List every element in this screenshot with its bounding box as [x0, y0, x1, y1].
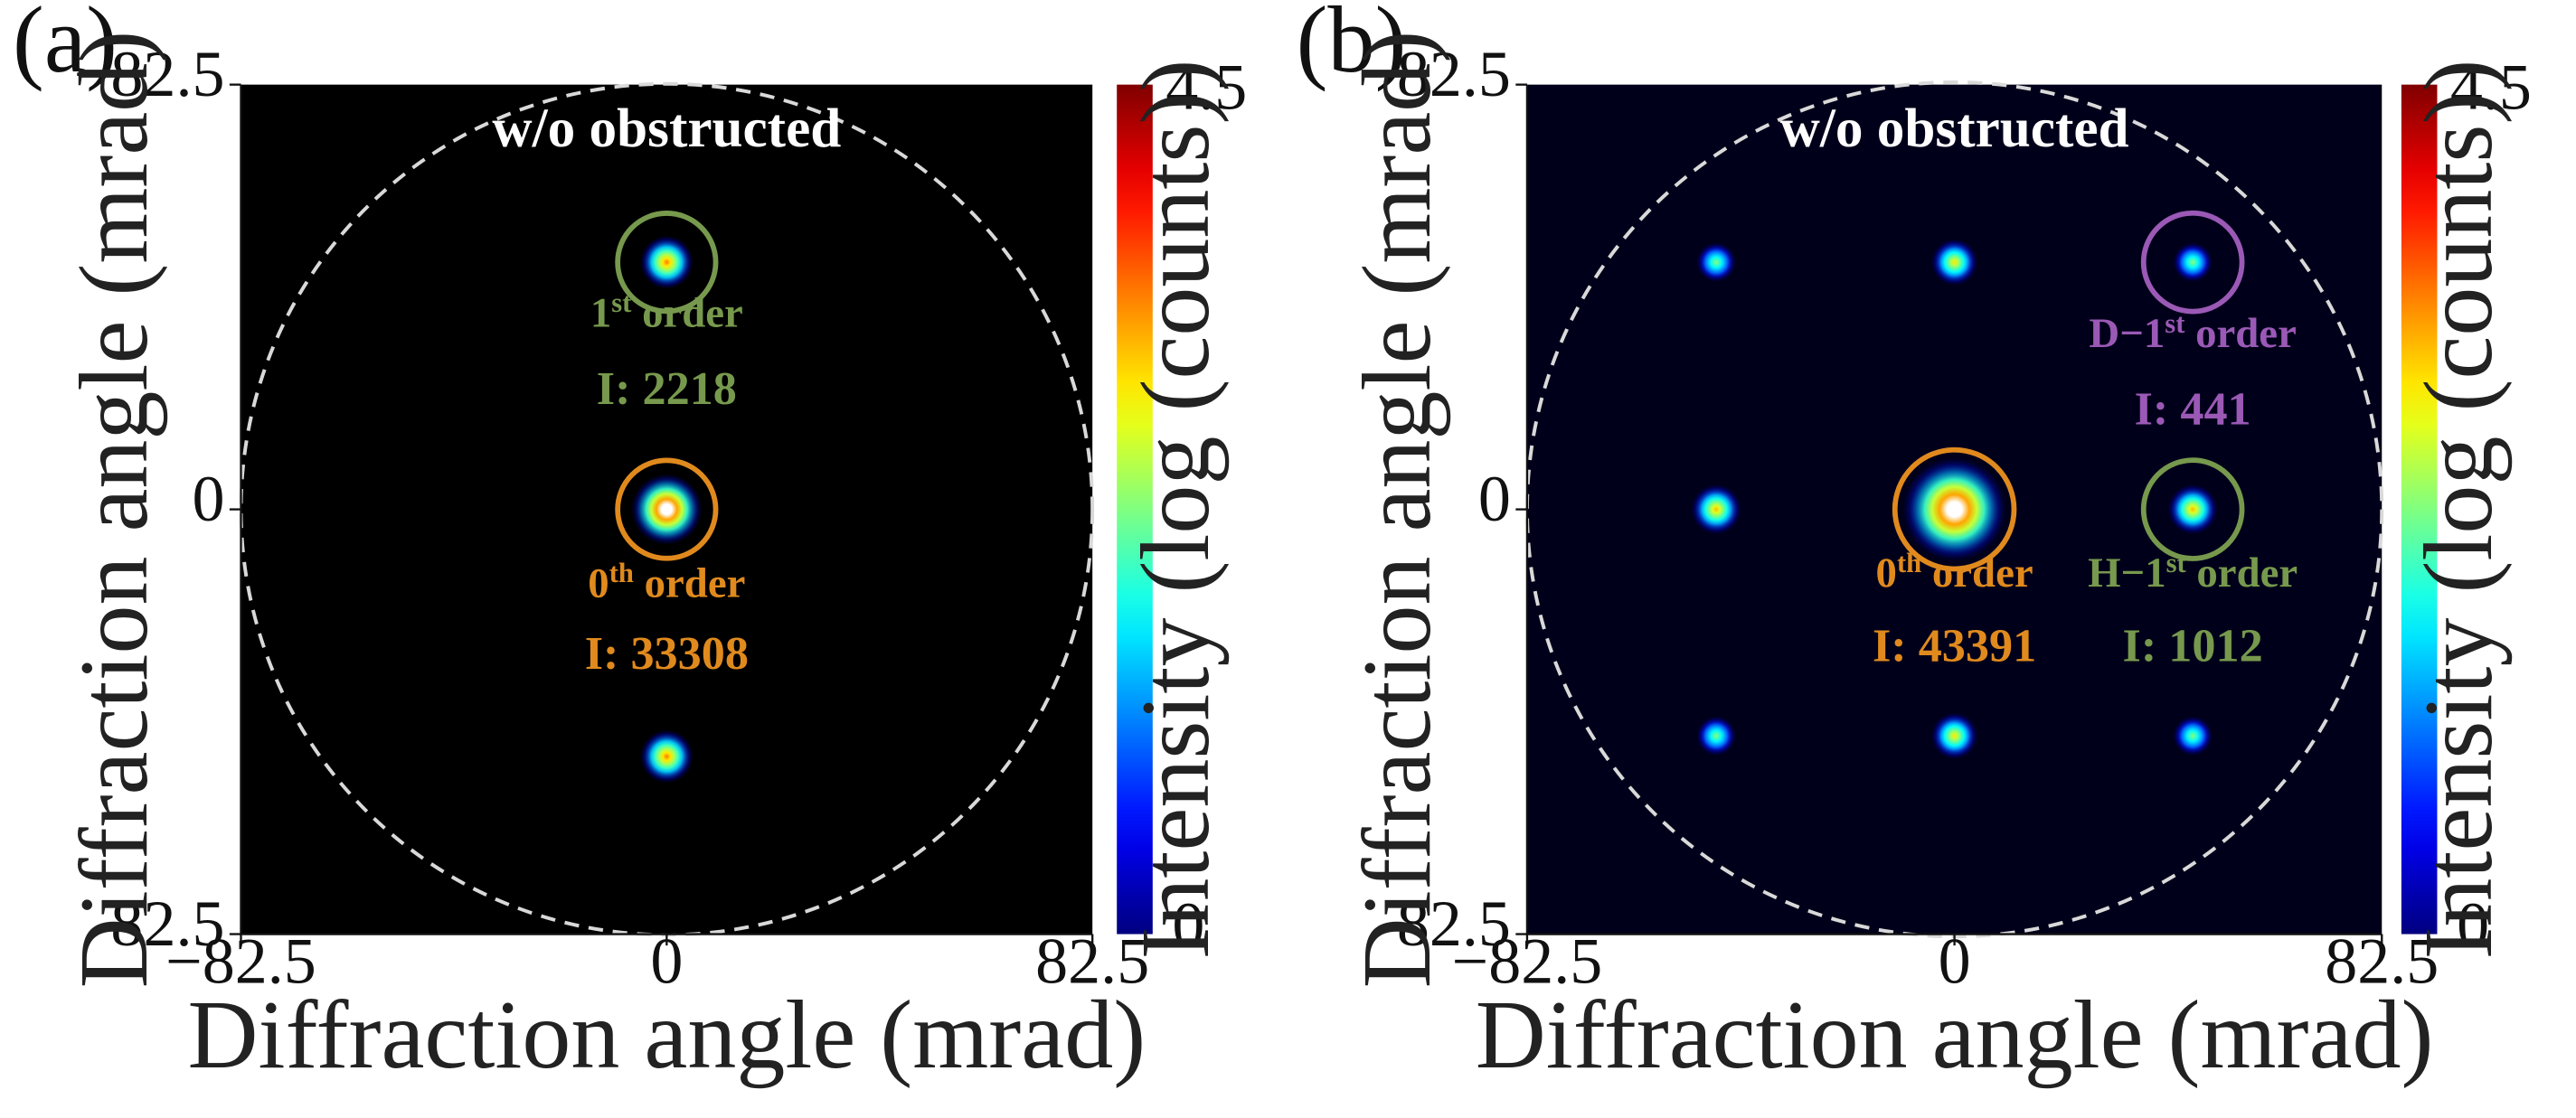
colorbar-label: Intensity (log (counts)): [2405, 60, 2513, 960]
diffraction-spot: [639, 729, 694, 784]
x-tick-label: 82.5: [2325, 925, 2439, 998]
zeroth-order-intensity: I: 33308: [585, 627, 749, 680]
y-tick-label: 82.5: [110, 888, 224, 960]
zeroth-order-label: 0th order: [588, 558, 745, 606]
x-tick-label: −82.5: [1452, 925, 1603, 998]
colorbar-max-label: 4.5: [2450, 52, 2532, 124]
diffraction-spot: [639, 235, 694, 290]
x-tick-label: 0: [650, 925, 683, 998]
zeroth-order-label-rest: order: [634, 559, 745, 606]
horizontal-first-order-intensity: I: 1012: [2123, 620, 2263, 672]
horizontal-first-order-label-main: H−1: [2088, 550, 2166, 597]
first-order-label: 1st order: [590, 287, 743, 336]
zeroth-order-intensity: I: 43391: [1873, 620, 2036, 672]
y-tick-label: −82.5: [1360, 38, 1511, 110]
diffraction-spot: [2173, 242, 2213, 283]
first-order-label-main: 1: [590, 289, 611, 336]
diagonal-first-order-label-main: D−1: [2089, 310, 2165, 357]
colorbar-max-label: 4.5: [1165, 52, 1247, 124]
colorbar: [1117, 84, 1153, 935]
zeroth-order-label-sup: th: [609, 558, 634, 588]
first-order-intensity: I: 2218: [597, 362, 737, 415]
diffraction-spot: [630, 473, 703, 546]
x-axis-label: Diffraction angle (mrad): [1476, 982, 2434, 1089]
diffraction-spot: [1901, 456, 2007, 562]
diagonal-first-order-marker-circle: [2140, 210, 2245, 315]
diffraction-spot: [1696, 242, 1736, 283]
diffraction-spot: [1691, 484, 1741, 535]
diffraction-spot: [1930, 712, 1978, 760]
colorbar-min-label: 0: [1172, 889, 1204, 962]
diagonal-first-order-intensity: I: 441: [2135, 383, 2251, 436]
first-order-label-sup: st: [611, 287, 632, 318]
x-tick-label: 0: [1939, 925, 1971, 998]
diagonal-first-order-label-sup: st: [2165, 308, 2185, 339]
diffraction-spot: [2173, 716, 2213, 756]
colorbar-label: Intensity (log (counts)): [1122, 60, 1230, 960]
panel-label: (a): [13, 0, 118, 92]
horizontal-first-order-label-sup: st: [2166, 548, 2187, 578]
zeroth-order-label-sup: th: [1897, 548, 1921, 578]
y-tick-label: 0: [1478, 463, 1511, 535]
y-tick-label: −82.5: [74, 38, 225, 110]
x-tick-label: 82.5: [1035, 925, 1149, 998]
horizontal-first-order-label: H−1st order: [2088, 548, 2298, 597]
y-axis-label: Diffraction angle (mrad): [1344, 31, 1451, 989]
colorbar: [2401, 84, 2438, 935]
diagonal-first-order-label: D−1st order: [2089, 308, 2296, 357]
zeroth-order-label: 0th order: [1876, 548, 2033, 597]
diffraction-spot: [2167, 484, 2218, 535]
plot-title: w/o obstructed: [492, 98, 841, 159]
diagonal-first-order-label-rest: order: [2184, 310, 2296, 357]
diffraction-spot: [1930, 239, 1978, 287]
zeroth-order-marker-circle: [1892, 446, 2017, 572]
panel-label: (b): [1297, 0, 1407, 92]
plot-title: w/o obstructed: [1780, 98, 2129, 159]
diffraction-spot: [1696, 716, 1736, 756]
zeroth-order-label-main: 0: [588, 559, 609, 606]
y-axis-label: Diffraction angle (mrad): [61, 31, 168, 989]
first-order-label-rest: order: [631, 289, 742, 336]
horizontal-first-order-label-rest: order: [2186, 550, 2298, 597]
y-tick-label: 82.5: [1397, 888, 1511, 960]
horizontal-first-order-marker-circle: [2140, 457, 2245, 561]
zeroth-order-label-rest: order: [1921, 550, 2033, 597]
first-order-marker-circle: [615, 211, 719, 315]
y-tick-label: 0: [192, 463, 224, 535]
x-axis-label: Diffraction angle (mrad): [187, 982, 1146, 1089]
zeroth-order-label-main: 0: [1876, 550, 1897, 597]
colorbar-min-label: 0: [2457, 889, 2489, 962]
x-tick-label: −82.5: [165, 925, 316, 998]
zeroth-order-marker-circle: [615, 457, 719, 561]
